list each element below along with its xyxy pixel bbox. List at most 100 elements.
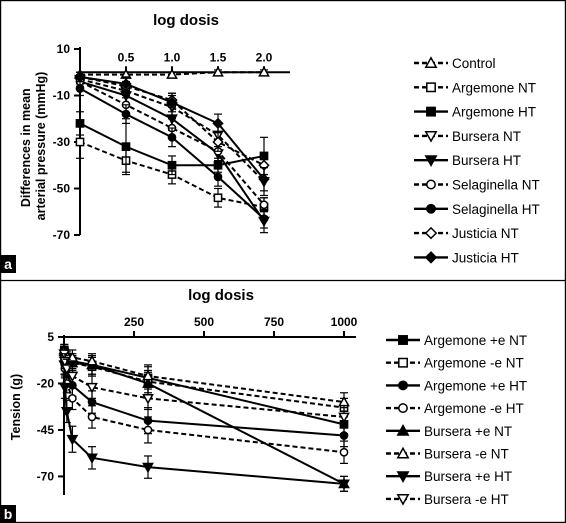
data-point [212,136,224,148]
legend-label: Argemone HT [452,105,536,120]
legend-label: Bursera +e NT [424,424,512,439]
series-bursera-e-ht [58,345,350,427]
panel-a: log dosis Differences in mean arterial p… [0,12,540,273]
y-tick-label: -20 [37,376,55,390]
legend-marker [426,82,436,93]
data-point [86,453,98,464]
data-point [167,133,177,142]
y-tick-label: -10 [53,89,71,103]
y-tick-label: -45 [37,423,55,437]
data-point [75,137,85,147]
series-justicia-ht [74,71,270,192]
x-tick-label: 500 [194,315,214,329]
panel-a-legend: Control Argemone NT Argemone HT Bursera NT B… [414,56,540,265]
data-point [166,68,178,79]
legend-label: Justicia NT [452,226,519,241]
data-point [339,447,349,457]
x-tick-label: 1000 [331,315,358,329]
legend-label: Argemone NT [452,80,536,95]
data-point [66,434,79,446]
data-point [60,407,73,418]
series-line-bursera-e-nt [63,351,345,485]
y-tick-label: -70 [37,469,55,483]
legend-marker [424,130,438,143]
legend-marker [396,493,410,506]
panel-a-ylabel-line1: Differences in mean [19,88,33,207]
data-point [68,393,77,403]
legend-marker [426,203,436,214]
data-point [213,172,223,182]
x-tick-label: 0.5 [118,50,135,64]
data-point [142,393,154,405]
data-point [75,119,85,128]
data-point [338,395,350,407]
panel-a-label-box [0,255,16,273]
data-point [259,214,269,224]
legend-marker [396,471,410,483]
panel-a-label: a [4,256,12,272]
legend-label: Bursera -e NT [424,447,509,462]
panel-b: log dosis Tension (g) 5 -20 -45 -70 250 500 75… [0,287,527,523]
legend-marker [396,424,410,436]
series-bursera-e-ht [58,354,350,492]
y-tick-label: 10 [57,42,71,56]
legend-label: Control [452,56,496,71]
legend-label: Bursera NT [452,129,521,144]
data-point [213,193,223,203]
series-selaginella-ht [75,80,269,229]
data-point [142,462,154,474]
legend-label: Bursera HT [452,153,521,168]
legend-label: Argemone -e NT [424,356,524,371]
data-point [86,355,98,366]
data-point [338,412,350,424]
legend-label: Argemone +e HT [424,378,527,393]
legend-label: Bursera +e HT [424,469,512,484]
panel-b-label: b [4,506,13,522]
x-tick-label: 750 [264,315,284,329]
legend-label: Argemone +e NT [424,333,527,348]
data-point [87,412,97,422]
x-tick-label: 2.0 [256,50,273,64]
series-line-selaginella-nt [79,80,265,206]
panel-b-title: log dosis [188,287,254,304]
legend-label: Justicia HT [452,250,519,265]
data-point [338,479,350,490]
data-point [121,142,131,152]
legend-label: Bursera -e HT [424,492,509,507]
legend-marker [424,251,438,264]
panel-a-ylabel: Differences in mean arterial pressure (m… [19,72,48,221]
data-point [258,173,270,185]
legend-marker [426,179,436,190]
panel-b-legend: Argemone +e NT Argemone -e NT Argemone +e … [386,333,527,507]
legend-label: Selaginella NT [452,178,540,193]
legend-marker [398,380,408,391]
data-point [143,425,153,435]
series-line-bursera-e-nt [63,349,345,404]
y-tick-label: -70 [53,228,71,242]
data-point [86,382,98,394]
data-point [87,397,97,407]
panel-a-ylabel-line2: arterial pressure (mmHg) [34,72,48,221]
series-bursera-e-nt [58,343,350,412]
panel-b-plot: 5 -20 -45 -70 250 500 750 1000 [37,315,358,495]
legend-marker [398,357,408,368]
legend-label: Argemone -e HT [424,401,524,416]
data-point [212,66,224,77]
x-tick-label: 1.0 [164,50,181,64]
x-tick-label: 1.5 [210,50,227,64]
series-line-argemone-e-nt [63,351,345,409]
data-point [74,71,86,83]
data-point [66,371,79,383]
data-point [120,78,132,90]
data-point [121,109,131,119]
data-point [259,200,269,210]
legend-marker [396,446,410,459]
y-tick-label: -30 [53,135,71,149]
data-point [339,431,349,440]
panel-b-ylabel: Tension (g) [9,374,23,440]
legend-marker [424,226,438,240]
legend-label: Selaginella HT [452,202,540,217]
data-point [142,369,154,381]
data-point [212,117,224,130]
